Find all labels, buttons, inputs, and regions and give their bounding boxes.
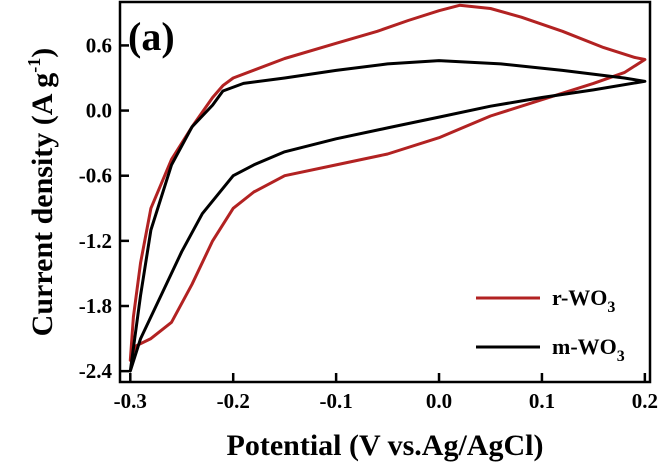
series-line-1 <box>128 59 647 373</box>
curves-layer <box>128 3 647 373</box>
legend-label-m-wo3: m-WO3 <box>552 334 625 365</box>
x-axis-title: Potential (V vs.Ag/AgCl) <box>227 429 544 462</box>
legend-label-m-wo3-main: m-WO <box>552 334 617 359</box>
x-tick-label-4: 0.1 <box>529 389 555 413</box>
panel-label: (a) <box>128 14 175 59</box>
legend-label-r-wo3-main: r-WO <box>552 285 607 310</box>
y-tick-label-2: -0.6 <box>79 164 112 188</box>
y-axis-title-main: Current density (A g <box>26 73 59 337</box>
legend: r-WO3 m-WO3 <box>476 285 625 365</box>
ticks-layer: -0.3 -0.2 -0.1 0.0 0.1 0.2 0.6 0.0 -0.6 -1.2 -1.8 -… <box>79 33 658 413</box>
y-tick-label-0: 0.6 <box>86 33 112 57</box>
y-tick-label-1: 0.0 <box>86 99 112 123</box>
x-tick-label-3: 0.0 <box>426 389 452 413</box>
y-axis-title: Current density (A g-1) <box>24 48 59 337</box>
y-axis-title-superscript: -1 <box>24 58 44 73</box>
x-tick-label-1: -0.2 <box>217 389 250 413</box>
legend-label-r-wo3-sub: 3 <box>607 299 615 316</box>
plot-frame <box>118 0 652 384</box>
legend-label-m-wo3-sub: 3 <box>617 348 625 365</box>
legend-label-r-wo3: r-WO3 <box>552 285 615 316</box>
y-tick-label-5: -2.4 <box>79 359 113 383</box>
x-tick-label-5: 0.2 <box>632 389 658 413</box>
y-tick-label-3: -1.2 <box>79 229 112 253</box>
series-line-0 <box>128 3 647 362</box>
y-axis-title-close: ) <box>26 48 59 58</box>
x-tick-label-2: -0.1 <box>319 389 352 413</box>
x-tick-label-0: -0.3 <box>114 389 147 413</box>
y-tick-label-4: -1.8 <box>79 294 112 318</box>
